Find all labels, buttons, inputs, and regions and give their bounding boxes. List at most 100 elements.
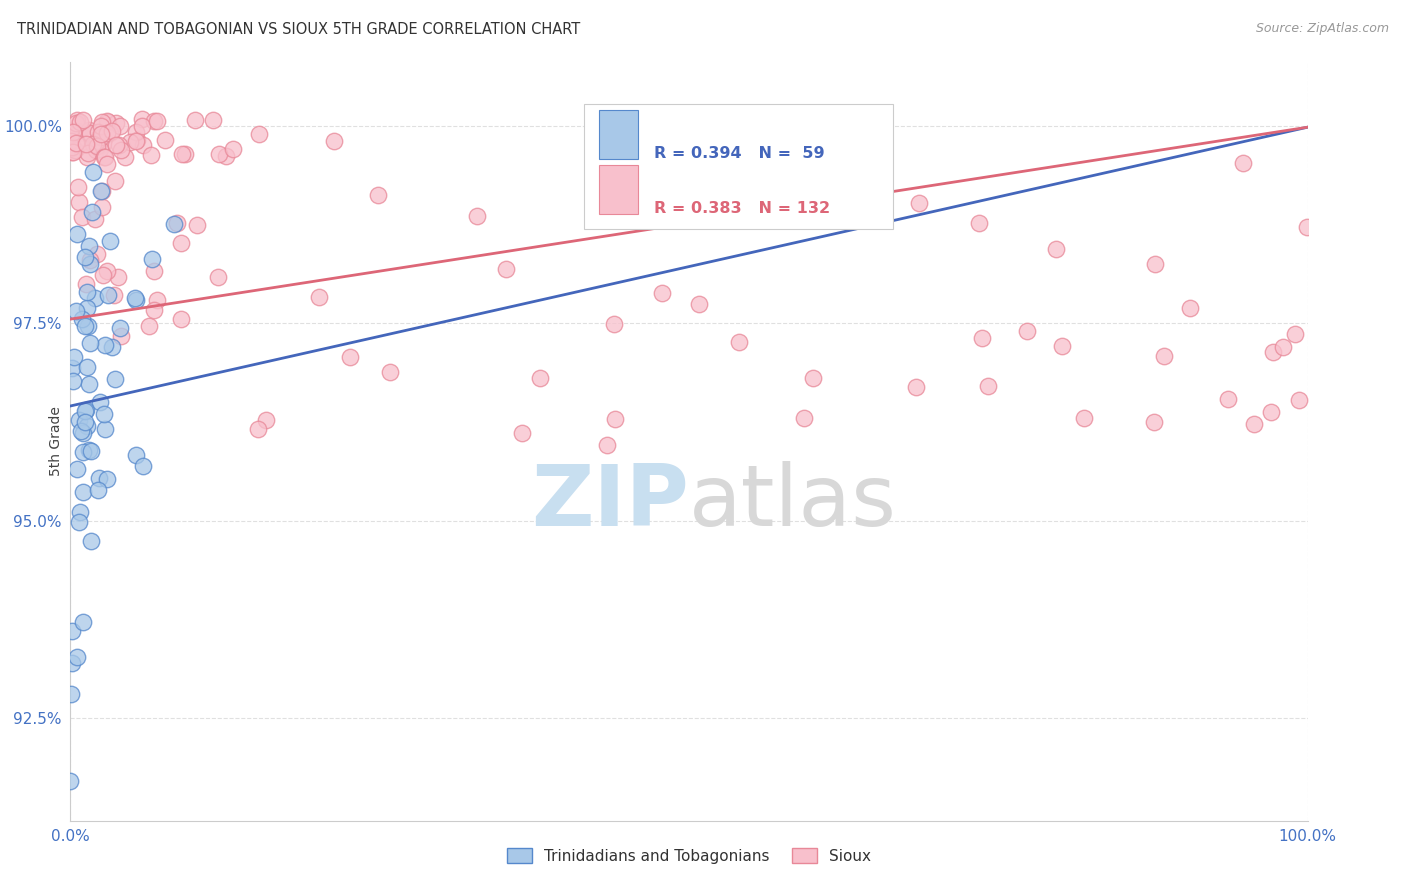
Point bbox=[84, 291, 107, 305]
Point bbox=[84, 136, 107, 150]
Point bbox=[801, 371, 824, 385]
Point bbox=[76, 359, 98, 374]
Point bbox=[72, 485, 94, 500]
Point bbox=[207, 270, 229, 285]
Point bbox=[60, 656, 83, 670]
Point bbox=[66, 112, 89, 127]
Point bbox=[110, 143, 132, 157]
Point bbox=[1045, 242, 1067, 256]
Point bbox=[97, 115, 120, 129]
Point bbox=[80, 205, 103, 219]
Point bbox=[367, 188, 389, 202]
Point bbox=[62, 145, 84, 160]
Point bbox=[1271, 340, 1294, 354]
FancyBboxPatch shape bbox=[599, 110, 638, 159]
Point bbox=[131, 137, 153, 152]
Point bbox=[208, 147, 231, 161]
Point bbox=[969, 217, 991, 231]
Point bbox=[67, 413, 90, 427]
Point bbox=[76, 125, 98, 139]
Point bbox=[104, 371, 127, 385]
Legend: Trinidadians and Tobagonians, Sioux: Trinidadians and Tobagonians, Sioux bbox=[501, 842, 877, 870]
Point bbox=[322, 134, 344, 148]
Point bbox=[80, 534, 103, 549]
Point bbox=[79, 126, 101, 140]
Point bbox=[86, 138, 108, 153]
Point bbox=[103, 288, 125, 302]
Point bbox=[96, 264, 118, 278]
Text: Source: ZipAtlas.com: Source: ZipAtlas.com bbox=[1256, 22, 1389, 36]
Point bbox=[131, 112, 153, 127]
Point bbox=[107, 270, 129, 285]
Point bbox=[93, 150, 115, 164]
Point bbox=[105, 116, 128, 130]
Point bbox=[124, 125, 146, 139]
Point bbox=[90, 130, 112, 145]
Point bbox=[793, 411, 815, 425]
Point bbox=[142, 263, 165, 277]
Point bbox=[1284, 326, 1306, 341]
Point bbox=[465, 209, 488, 223]
Point bbox=[163, 217, 186, 231]
Point bbox=[308, 290, 330, 304]
Point bbox=[59, 687, 82, 701]
Point bbox=[145, 114, 167, 128]
Point bbox=[77, 123, 100, 137]
Point bbox=[76, 285, 98, 299]
Point bbox=[222, 142, 245, 156]
Point bbox=[104, 174, 127, 188]
Point bbox=[143, 114, 166, 128]
Text: R = 0.394   N =  59: R = 0.394 N = 59 bbox=[654, 146, 825, 161]
Point bbox=[90, 114, 112, 128]
Point bbox=[69, 505, 91, 519]
Point bbox=[139, 147, 162, 161]
Point bbox=[120, 135, 142, 149]
Point bbox=[73, 250, 96, 264]
Point bbox=[339, 351, 361, 365]
Point bbox=[66, 124, 89, 138]
Point bbox=[75, 415, 97, 429]
Y-axis label: 5th Grade: 5th Grade bbox=[49, 407, 63, 476]
Point bbox=[86, 483, 108, 498]
Point bbox=[169, 235, 191, 250]
Point bbox=[67, 138, 90, 153]
Point bbox=[79, 127, 101, 141]
Point bbox=[183, 112, 205, 127]
Point bbox=[728, 335, 751, 350]
Point bbox=[91, 268, 114, 282]
Point bbox=[77, 443, 100, 458]
Point bbox=[651, 286, 673, 301]
Point bbox=[60, 145, 83, 159]
Point bbox=[79, 335, 101, 350]
Point bbox=[72, 615, 94, 630]
Point bbox=[970, 331, 993, 345]
Point bbox=[62, 374, 84, 388]
Point bbox=[65, 227, 87, 241]
Point bbox=[83, 212, 105, 227]
Point bbox=[595, 438, 617, 452]
FancyBboxPatch shape bbox=[599, 165, 638, 214]
Point bbox=[59, 774, 82, 789]
Point bbox=[60, 134, 83, 148]
Point bbox=[124, 293, 146, 307]
Point bbox=[60, 142, 83, 156]
Point bbox=[907, 195, 929, 210]
Point bbox=[1153, 349, 1175, 363]
Point bbox=[75, 131, 97, 145]
Text: R = 0.383   N = 132: R = 0.383 N = 132 bbox=[654, 201, 831, 216]
Point bbox=[59, 124, 82, 138]
Point bbox=[529, 371, 551, 385]
Point bbox=[173, 147, 195, 161]
Point bbox=[605, 411, 627, 425]
Point bbox=[97, 288, 120, 302]
Text: atlas: atlas bbox=[689, 460, 897, 544]
Point bbox=[96, 157, 118, 171]
Point bbox=[96, 472, 118, 486]
Point bbox=[67, 194, 90, 209]
Point bbox=[66, 462, 89, 476]
Point bbox=[90, 120, 112, 134]
Point bbox=[90, 127, 112, 141]
Point bbox=[70, 312, 93, 326]
Point bbox=[86, 247, 108, 261]
Point bbox=[79, 443, 101, 458]
